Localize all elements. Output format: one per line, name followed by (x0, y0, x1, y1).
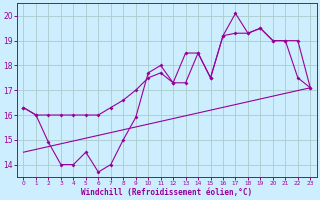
X-axis label: Windchill (Refroidissement éolien,°C): Windchill (Refroidissement éolien,°C) (81, 188, 252, 197)
